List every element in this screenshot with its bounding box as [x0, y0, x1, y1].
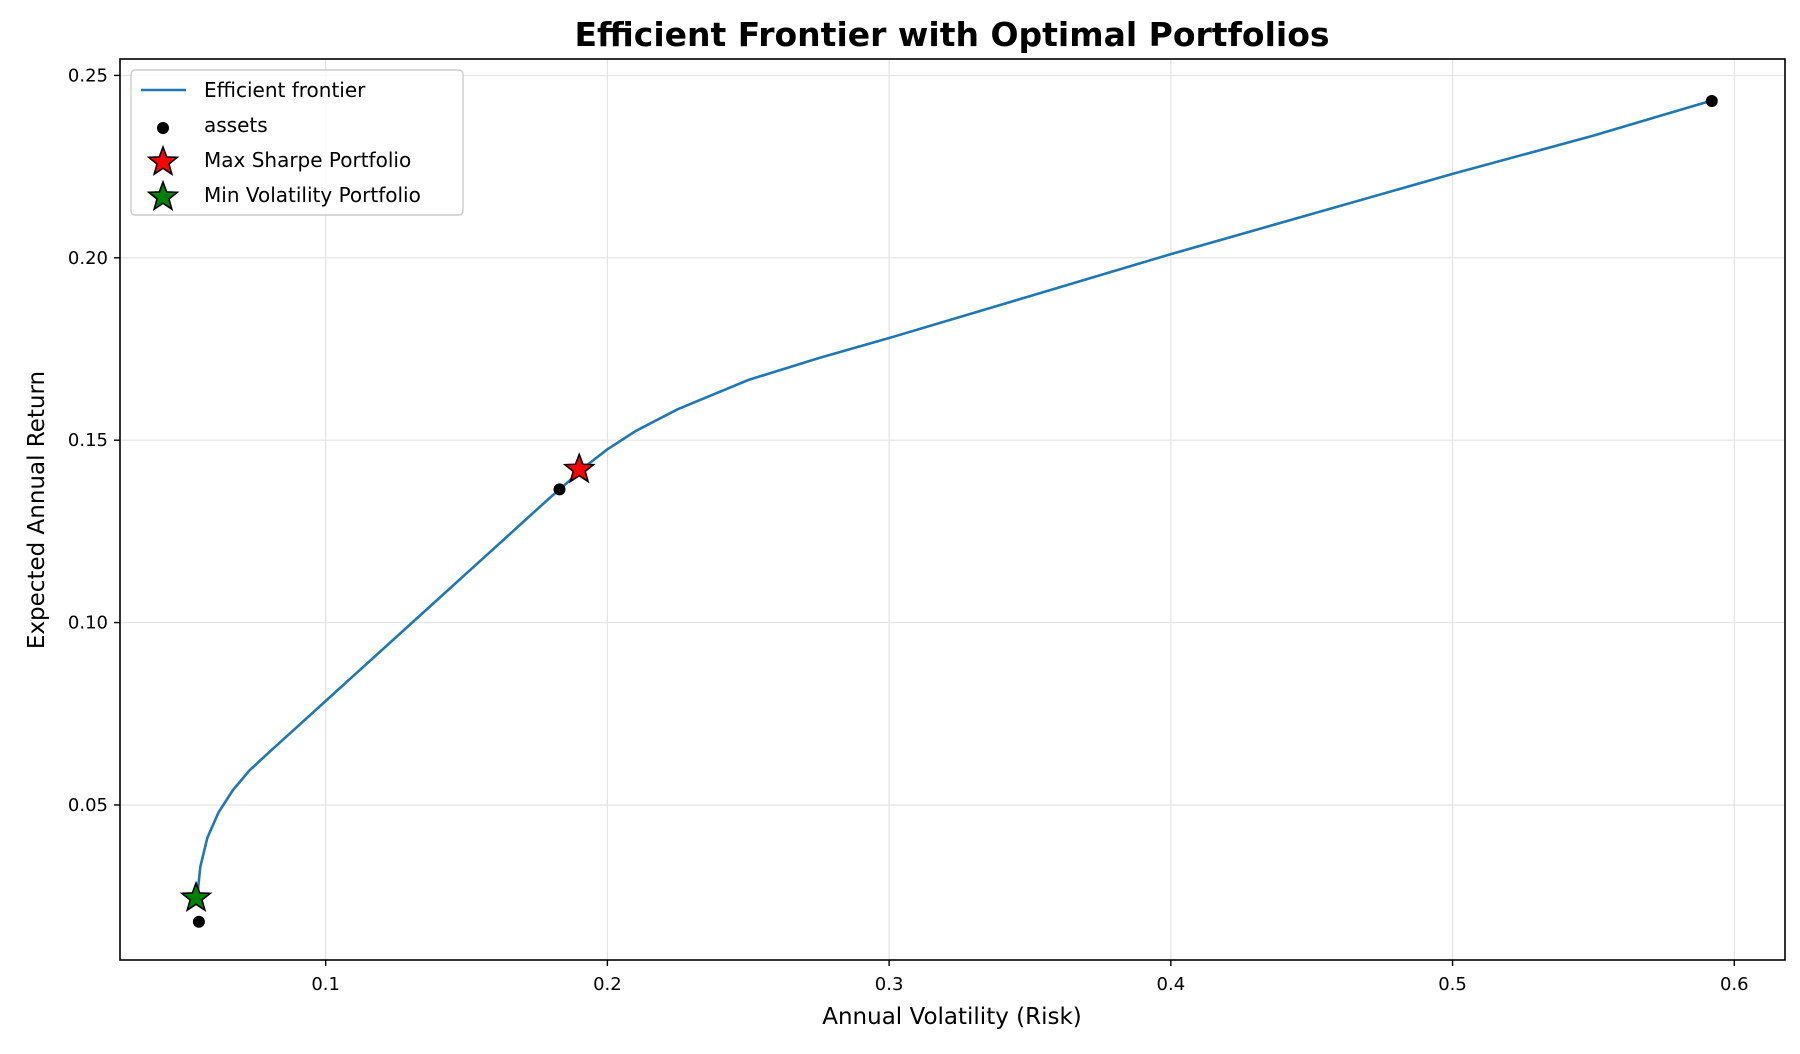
- y-tick-label: 0.25: [68, 65, 108, 86]
- legend-box: [130, 69, 464, 216]
- x-tick-label: 0.3: [875, 974, 904, 995]
- legend-label: assets: [204, 113, 268, 137]
- y-tick-label: 0.20: [68, 248, 108, 269]
- asset-point: [553, 483, 566, 496]
- asset-point: [192, 915, 205, 928]
- x-tick-label: 0.1: [311, 974, 340, 995]
- y-tick-label: 0.10: [68, 613, 108, 634]
- x-tick-label: 0.5: [1438, 974, 1467, 995]
- x-tick-label: 0.2: [593, 974, 622, 995]
- x-tick-label: 0.6: [1720, 974, 1749, 995]
- asset-point: [1705, 94, 1718, 107]
- y-tick-label: 0.05: [68, 795, 108, 816]
- legend-swatch-point: [157, 122, 169, 134]
- legend-swatch-star: [146, 179, 180, 211]
- legend-label: Max Sharpe Portfolio: [204, 148, 411, 172]
- chart-title: Efficient Frontier with Optimal Portfoli…: [574, 15, 1329, 54]
- plot-area: [179, 94, 1718, 928]
- y-axis-label: Expected Annual Return: [24, 371, 50, 649]
- efficient-frontier-line: [196, 99, 1711, 895]
- legend-label: Efficient frontier: [204, 78, 366, 102]
- legend-swatch-star: [146, 144, 180, 176]
- axis-ticks: 0.1 0.2 0.3 0.4 0.5 0.6 0.05 0.10 0.15 0.20 0.25: [68, 65, 1749, 995]
- min-volatility-portfolio-marker: [179, 880, 213, 912]
- y-tick-label: 0.15: [68, 430, 108, 451]
- max-sharpe-portfolio-marker: [562, 452, 596, 484]
- x-tick-label: 0.4: [1157, 974, 1186, 995]
- x-axis-label: Annual Volatility (Risk): [822, 1004, 1082, 1030]
- axes-frame: [119, 58, 1786, 961]
- legend: Efficient frontier assets Max Sharpe Portf…: [130, 69, 464, 216]
- legend-label: Min Volatility Portfolio: [204, 183, 421, 207]
